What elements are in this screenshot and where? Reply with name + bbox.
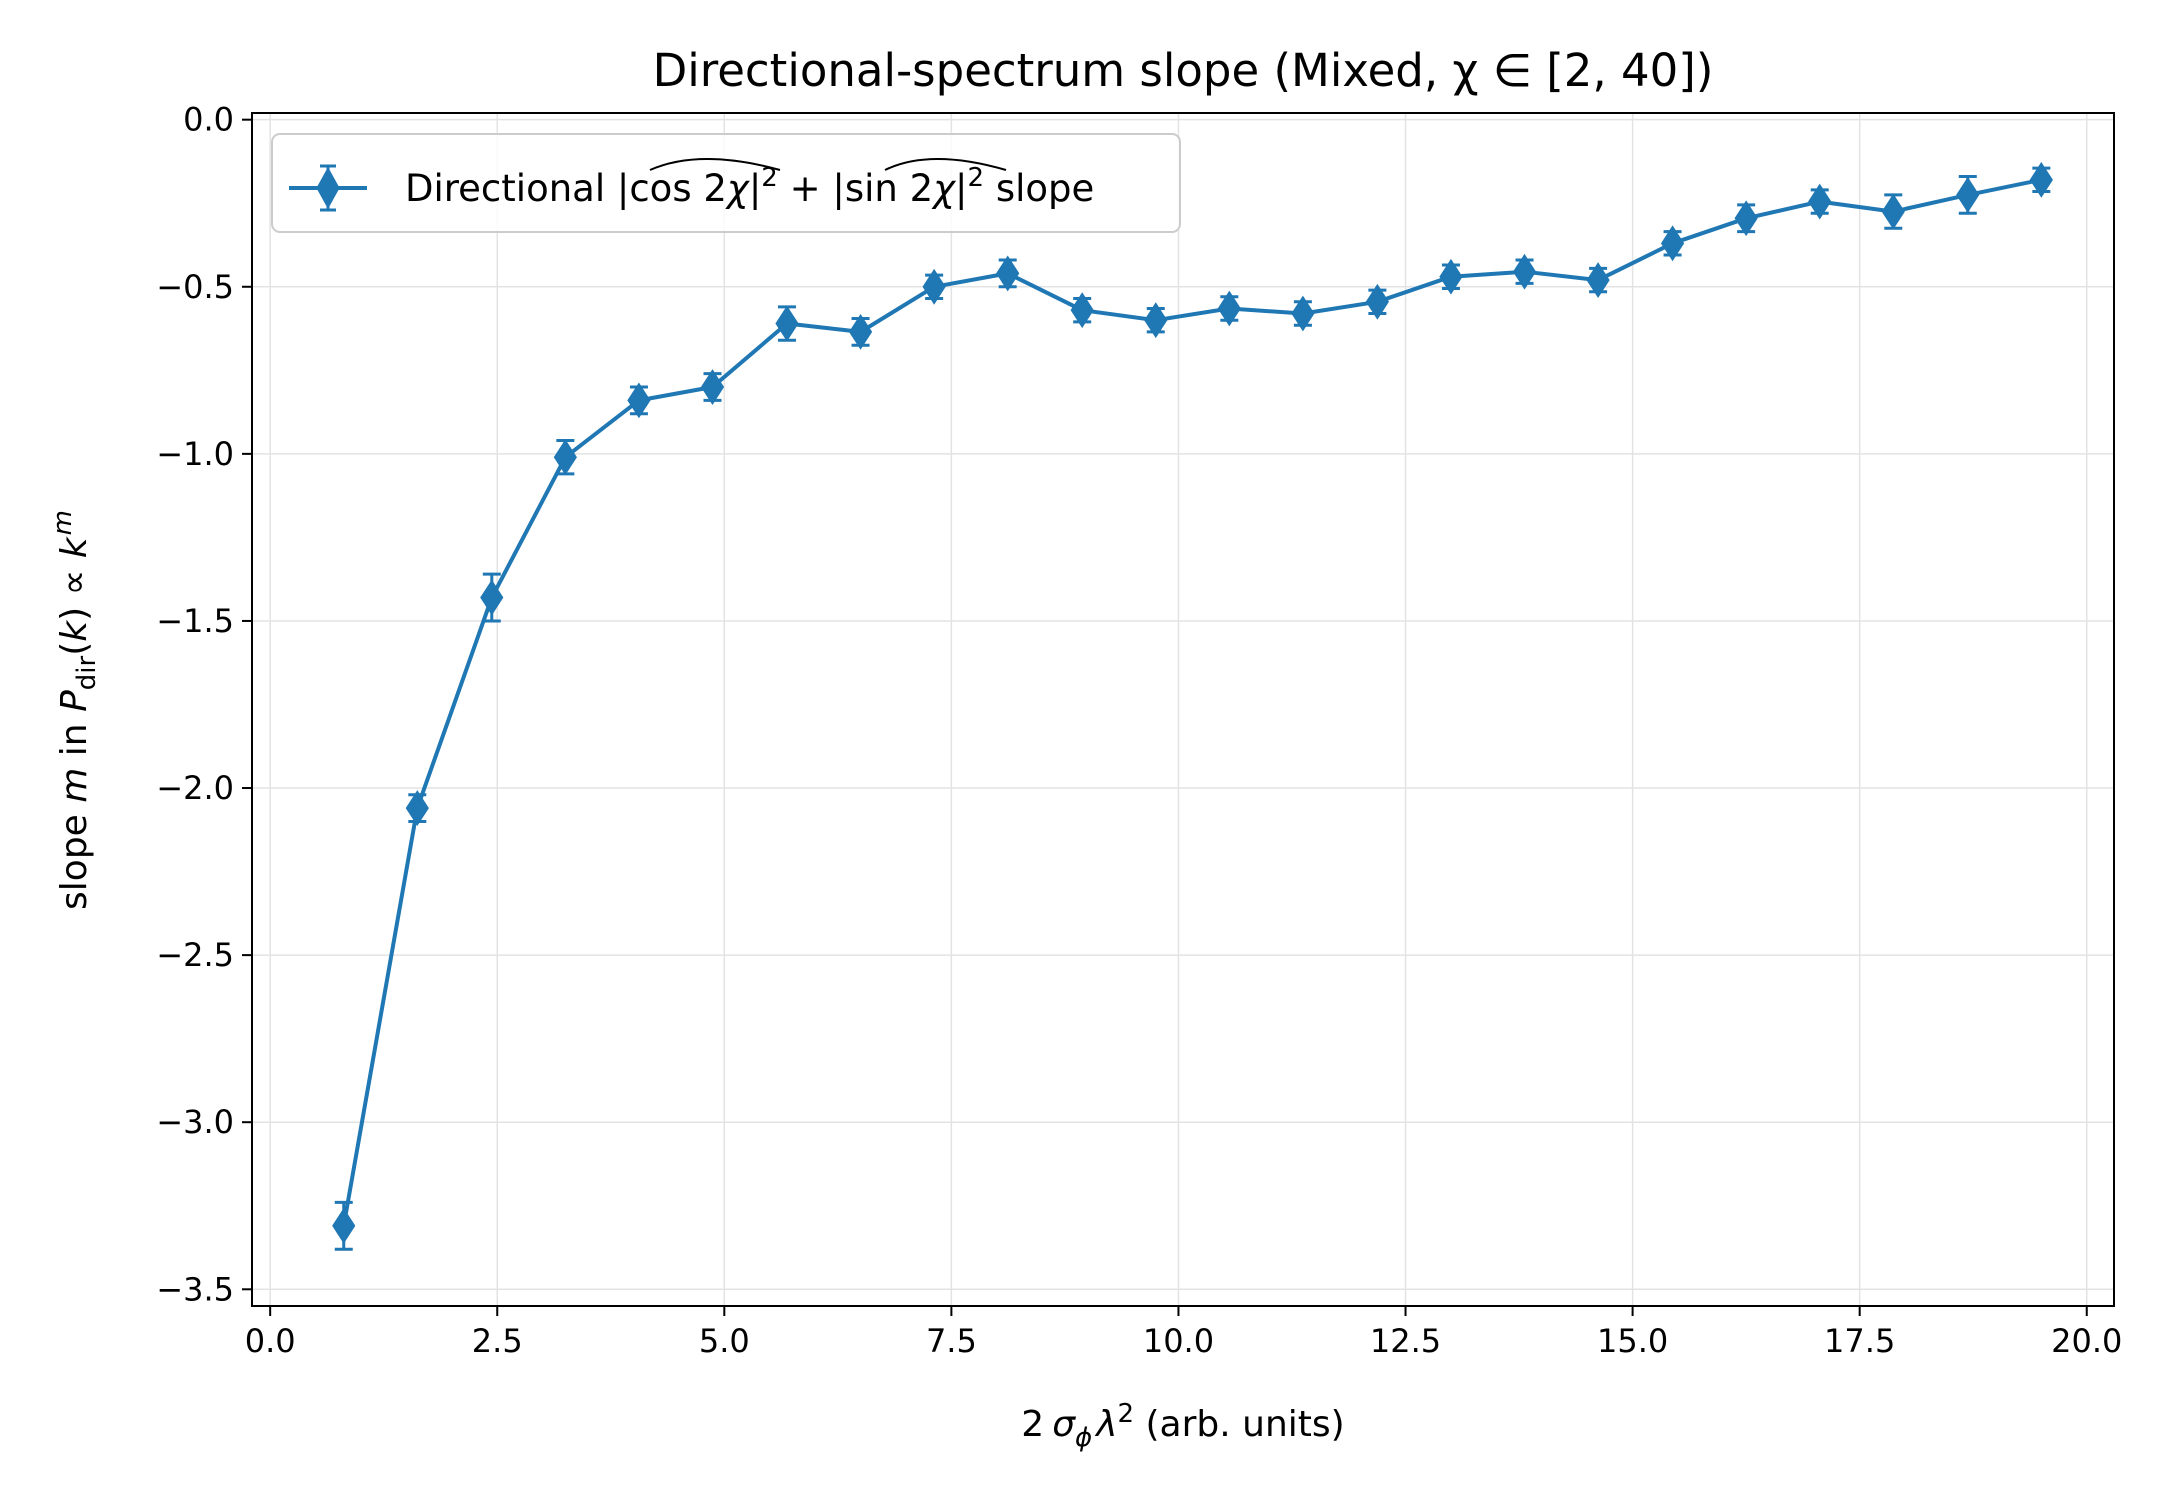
data-point	[1734, 200, 1758, 237]
data-point	[1144, 302, 1168, 339]
data-series	[332, 161, 2053, 1251]
y-axis-title: slope m in Pdir(k) ∝ km	[48, 510, 102, 910]
legend-hat-cos	[649, 158, 781, 171]
series-line	[341, 177, 2042, 1227]
y-tick-label: −3.0	[156, 1103, 234, 1141]
y-tick-label: −0.5	[156, 268, 234, 306]
data-point	[1070, 292, 1094, 329]
data-point	[1808, 183, 1832, 220]
x-tick-label: 17.5	[1824, 1322, 1895, 1360]
data-point	[1291, 295, 1315, 332]
data-point	[922, 268, 946, 305]
data-point	[553, 439, 577, 476]
y-tick-label: −1.5	[156, 602, 234, 640]
data-point	[2029, 161, 2053, 198]
data-point	[1586, 262, 1610, 299]
x-tick-label: 5.0	[699, 1322, 750, 1360]
data-point	[1439, 258, 1463, 295]
data-point	[1512, 253, 1537, 290]
x-tick-label: 15.0	[1597, 1322, 1668, 1360]
x-tick-label: 2.5	[472, 1322, 523, 1360]
data-point	[848, 313, 873, 350]
y-tick-label: −3.5	[156, 1270, 234, 1308]
legend-hat-sin	[884, 158, 1007, 171]
data-point	[405, 790, 429, 827]
legend-label: Directional |cos 2χ|2 + |sin 2χ|2 slope	[405, 163, 1094, 210]
data-point	[1881, 193, 1905, 230]
data-point	[1660, 225, 1685, 262]
y-tick-label: 0.0	[183, 101, 234, 139]
y-tick-label: −2.0	[156, 769, 234, 807]
legend: Directional |cos 2χ|2 + |sin 2χ|2 slope	[271, 133, 1181, 233]
x-tick-label: 7.5	[926, 1322, 977, 1360]
data-point	[996, 255, 1020, 292]
x-tick-label: 20.0	[2051, 1322, 2122, 1360]
legend-marker	[289, 164, 367, 212]
data-point	[480, 579, 504, 616]
x-tick-label: 0.0	[245, 1322, 296, 1360]
x-tick-label: 10.0	[1143, 1322, 1214, 1360]
grid	[252, 113, 2114, 1306]
legend-box	[271, 133, 1181, 233]
data-point	[332, 1207, 356, 1244]
data-point	[1217, 290, 1241, 327]
axis-ticks: 0.0 2.5 5.0 7.5 10.0 12.5 15.0 17.5 20.0 0.0 −0.5 −…	[156, 101, 2122, 1360]
chart-title: Directional-spectrum slope (Mixed, χ ∈ […	[653, 44, 1714, 97]
x-tick-label: 12.5	[1370, 1322, 1441, 1360]
y-tick-label: −1.0	[156, 435, 234, 473]
y-tick-label: −2.5	[156, 936, 234, 974]
data-point	[1365, 283, 1389, 320]
data-point	[700, 369, 725, 405]
data-point	[1956, 176, 1980, 213]
x-axis-title: 2 σϕ λ2 (arb. units)	[1021, 1399, 1344, 1453]
data-point	[775, 305, 799, 342]
plot-frame	[251, 112, 2115, 1307]
data-point	[627, 382, 651, 419]
